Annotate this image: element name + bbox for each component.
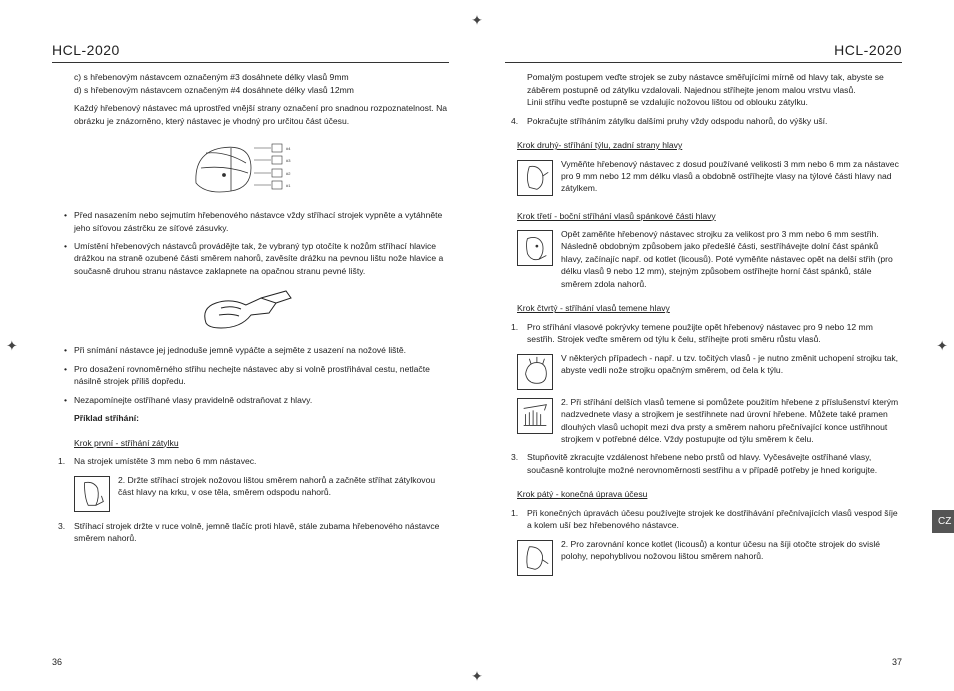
step4-texta: V některých případech - např. u tzv. toč… — [561, 352, 902, 377]
step3-text: Opět zaměňte hřebenový nástavec strojku … — [561, 228, 902, 290]
cont-2: Linii střihu veďte postupně se vzdalujíc… — [527, 96, 902, 108]
step1-item4: Pokračujte stříháním zátylku dalšími pru… — [527, 115, 902, 127]
page-number-right: 37 — [892, 656, 902, 669]
example-title: Příklad stříhání: — [52, 412, 449, 424]
registration-mark-right: ✦ — [936, 337, 948, 354]
bullet-list-2: Při snímání nástavce jej jednoduše jemně… — [52, 344, 449, 406]
step4-title: Krok čtvrtý - stříhání vlasů temene hlav… — [505, 302, 902, 314]
page-left: HCL-2020 c) s hřebenovým nástavcem označ… — [24, 40, 477, 671]
step4-item1: Pro stříhání vlasové pokrývky temene pou… — [527, 321, 902, 346]
intro-text: Každý hřebenový nástavec má uprostřed vn… — [52, 102, 449, 127]
step5-row: 2. Pro zarovnání konce kotlet (licousů) … — [517, 538, 902, 578]
step1-item2: 2. Držte stříhací strojek nožovou lištou… — [118, 474, 449, 499]
head-side-icon — [517, 230, 553, 266]
step2-text: Vyměňte hřebenový nástavec z dosud použí… — [561, 158, 902, 195]
registration-mark-left: ✦ — [6, 337, 18, 354]
bullet-list: Před nasazením nebo sejmutím hřebenového… — [52, 209, 449, 277]
cont-1: Pomalým postupem veďte strojek se zuby n… — [527, 71, 902, 96]
step5-title: Krok pátý - konečná úprava účesu — [505, 488, 902, 500]
bullet-2: Umístění hřebenových nástavců provádějte… — [74, 240, 449, 277]
comb-lift-icon — [517, 398, 553, 434]
svg-text:#2: #2 — [286, 171, 291, 176]
step3-row: Opět zaměňte hřebenový nástavec strojku … — [517, 228, 902, 290]
list-cd: c) s hřebenovým nástavcem označeným #3 d… — [52, 71, 449, 96]
head-back-icon — [517, 160, 553, 196]
step4-list: Pro stříhání vlasové pokrývky temene pou… — [505, 321, 902, 346]
step3-title: Krok třetí - boční stříhání vlasů spánko… — [505, 210, 902, 222]
step2-row: Vyměňte hřebenový nástavec z dosud použí… — [517, 158, 902, 198]
step1-row2: 2. Držte stříhací strojek nožovou lištou… — [74, 474, 449, 514]
step4-textb: 2. Při stříhání delších vlasů temene si … — [561, 396, 902, 446]
head-top-icon — [517, 354, 553, 390]
item-d: d) s hřebenovým nástavcem označeným #4 d… — [74, 84, 449, 96]
neck-back-icon — [74, 476, 110, 512]
finish-icon — [517, 540, 553, 576]
svg-text:#3: #3 — [286, 158, 291, 163]
step5-list: Při konečných úpravách účesu používejte … — [505, 507, 902, 532]
page-number-left: 36 — [52, 656, 62, 669]
spread: HCL-2020 c) s hřebenovým nástavcem označ… — [0, 0, 954, 691]
step2-title: Krok druhý- stříhání týlu, zadní strany … — [505, 139, 902, 151]
step1-item1: Na strojek umístěte 3 mm nebo 6 mm násta… — [74, 455, 449, 467]
bullet-4: Pro dosažení rovnoměrného střihu nechejt… — [74, 363, 449, 388]
step5-item1: Při konečných úpravách účesu používejte … — [527, 507, 902, 532]
registration-mark-top: ✦ — [471, 12, 483, 29]
step1-item3: Stříhací strojek držte v ruce volně, jem… — [74, 520, 449, 545]
step4-rowa: V některých případech - např. u tzv. toč… — [517, 352, 902, 392]
step1-list-c: Pokračujte stříháním zátylku dalšími pru… — [505, 115, 902, 127]
header-right: HCL-2020 — [505, 40, 902, 63]
step1-title: Krok první - stříhání zátylku — [52, 437, 449, 449]
page-right: HCL-2020 Pomalým postupem veďte strojek … — [477, 40, 930, 671]
step4-rowb: 2. Při stříhání delších vlasů temene si … — [517, 396, 902, 446]
bullet-3: Při snímání nástavce jej jednoduše jemně… — [74, 344, 449, 356]
step1-list: Na strojek umístěte 3 mm nebo 6 mm násta… — [52, 455, 449, 467]
step4-item3: Stupňovitě zkracujte vzdálenost hřebene … — [527, 451, 902, 476]
step4-list-b: Stupňovitě zkracujte vzdálenost hřebene … — [505, 451, 902, 476]
cont-block: Pomalým postupem veďte strojek se zuby n… — [505, 71, 902, 108]
item-c: c) s hřebenovým nástavcem označeným #3 d… — [74, 71, 449, 83]
svg-text:#1: #1 — [286, 183, 291, 188]
bullet-1: Před nasazením nebo sejmutím hřebenového… — [74, 209, 449, 234]
language-tab: CZ — [932, 510, 954, 533]
svg-text:#4: #4 — [286, 146, 291, 151]
hand-clipper-diagram — [191, 283, 311, 338]
step5-item2: 2. Pro zarovnání konce kotlet (licousů) … — [561, 538, 902, 563]
header-left: HCL-2020 — [52, 40, 449, 63]
bullet-5: Nezapomínejte ostříhané vlasy pravidelně… — [74, 394, 449, 406]
step1-list-b: Stříhací strojek držte v ruce volně, jem… — [52, 520, 449, 545]
head-zones-diagram: #4 #3 #2 #1 — [176, 133, 326, 203]
